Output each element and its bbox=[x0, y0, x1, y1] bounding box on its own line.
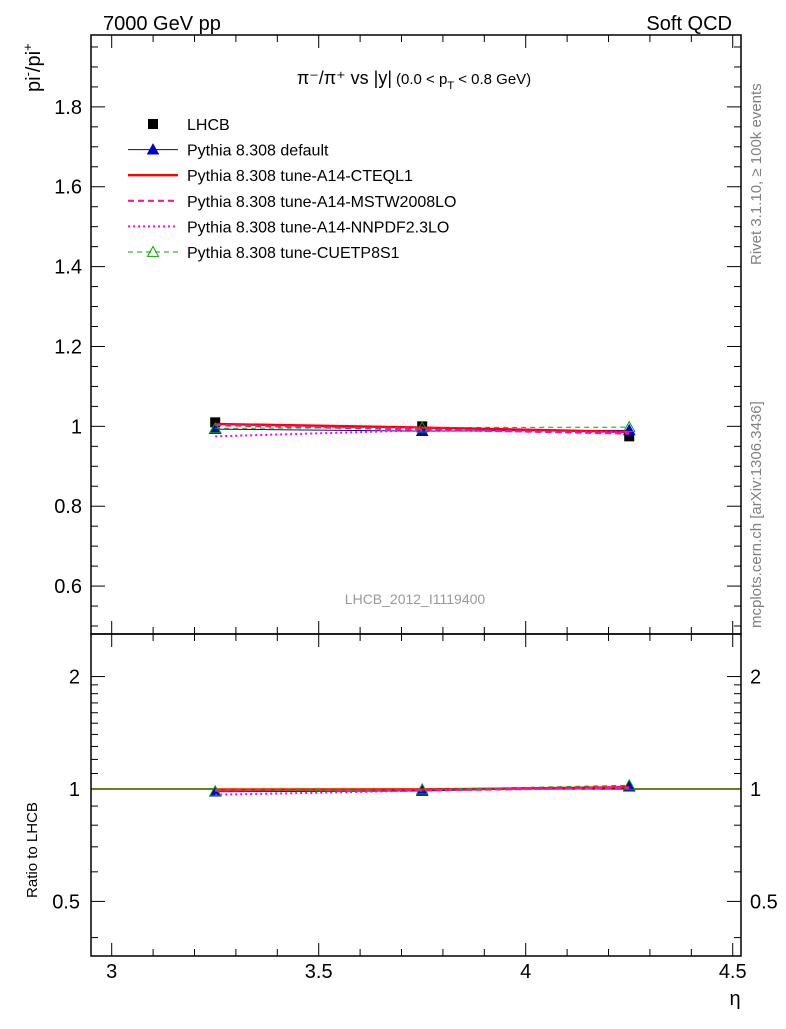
legend-entry: Pythia 8.308 default bbox=[128, 143, 329, 160]
analysis-label: LHCB_2012_I1119400 bbox=[345, 591, 486, 607]
legend-entry: LHCB bbox=[148, 117, 230, 134]
main-title-text: π⁻/π⁺ vs |y| bbox=[297, 68, 392, 88]
ratio-series-point bbox=[208, 784, 222, 797]
main-series-point bbox=[208, 421, 222, 434]
main-title: π⁻/π⁺ vs |y| (0.0 < pT < 0.8 GeV) bbox=[297, 68, 531, 92]
main-y-axis-label: pi-/pi+ bbox=[20, 43, 45, 92]
x-tick-label: 4.5 bbox=[719, 961, 747, 983]
legend-label: Pythia 8.308 tune-A14-MSTW2008LO bbox=[187, 194, 456, 211]
ratio-series-line bbox=[215, 786, 630, 796]
rivet-version-label: Rivet 3.1.10, ≥ 100k events bbox=[748, 83, 765, 265]
data-point bbox=[624, 431, 635, 442]
ratio-y-tick-label-left: 0.5 bbox=[52, 891, 80, 913]
legend-marker bbox=[148, 119, 158, 129]
main-series-line bbox=[215, 429, 630, 438]
legend-label: LHCB bbox=[187, 117, 230, 134]
legend-marker bbox=[146, 143, 160, 155]
ratio-series-point bbox=[415, 782, 429, 795]
main-series-line bbox=[215, 426, 630, 429]
header-category-label: Soft QCD bbox=[646, 13, 732, 35]
main-title-range-end: < 0.8 GeV) bbox=[454, 71, 531, 88]
legend-label: Pythia 8.308 tune-A14-CTEQL1 bbox=[187, 168, 413, 185]
x-tick-label: 3.5 bbox=[305, 961, 333, 983]
ratio-y-axis-label: Ratio to LHCB bbox=[24, 802, 41, 898]
ratio-y-tick-label-right: 1 bbox=[750, 779, 761, 801]
legend-entry: Pythia 8.308 tune-CUETP8S1 bbox=[128, 245, 400, 262]
main-series-point bbox=[622, 420, 636, 433]
main-y-tick-label: 1.4 bbox=[54, 257, 82, 279]
ratio-y-tick-label-right: 2 bbox=[750, 667, 761, 689]
ratio-y-tick-label-left: 1 bbox=[69, 779, 80, 801]
legend-entry: Pythia 8.308 tune-A14-CTEQL1 bbox=[128, 168, 413, 185]
ratio-y-tick-label-right: 0.5 bbox=[750, 891, 778, 913]
x-tick-label: 3 bbox=[106, 961, 117, 983]
main-y-tick-label: 0.6 bbox=[54, 576, 82, 598]
legend-entry: Pythia 8.308 tune-A14-MSTW2008LO bbox=[128, 194, 456, 211]
legend-label: Pythia 8.308 default bbox=[187, 143, 329, 160]
main-series-pythia-8-308-tune-a14-nnpdf2-3lo bbox=[215, 429, 630, 438]
x-tick-label: 4 bbox=[520, 961, 531, 983]
legend-label: Pythia 8.308 tune-CUETP8S1 bbox=[187, 245, 400, 262]
header-energy-label: 7000 GeV pp bbox=[103, 13, 221, 35]
legend: LHCB Pythia 8.308 default Pythia 8.308 tun… bbox=[128, 117, 456, 262]
mcplots-label: mcplots.cern.ch [arXiv:1306.3436] bbox=[748, 401, 765, 628]
main-series-pythia-8-308-tune-cuetp8s1 bbox=[208, 420, 636, 434]
ratio-series-pythia-8-308-tune-a14-nnpdf2-3lo bbox=[215, 786, 630, 796]
main-y-tick-label: 1 bbox=[71, 416, 82, 438]
ratio-series-point bbox=[622, 778, 636, 791]
ratio-series-line bbox=[215, 784, 630, 792]
main-title-range: (0.0 < p bbox=[396, 71, 447, 88]
main-y-tick-label: 1.6 bbox=[54, 177, 82, 199]
ratio-series-pythia-8-308-tune-cuetp8s1 bbox=[208, 778, 636, 797]
legend-entry: Pythia 8.308 tune-A14-NNPDF2.3LO bbox=[128, 219, 449, 236]
legend-label: Pythia 8.308 tune-A14-NNPDF2.3LO bbox=[187, 219, 449, 236]
main-y-tick-label: 1.2 bbox=[54, 336, 82, 358]
ratio-frame bbox=[90, 633, 742, 957]
main-series-point bbox=[415, 421, 429, 433]
main-series-point bbox=[415, 424, 429, 437]
main-title-sub: T bbox=[447, 80, 454, 92]
x-axis-label: η bbox=[729, 988, 740, 1010]
legend-marker bbox=[146, 245, 160, 257]
ratio-y-tick-label-left: 2 bbox=[69, 667, 80, 689]
main-y-tick-label: 1.8 bbox=[54, 97, 82, 119]
main-y-tick-label: 0.8 bbox=[54, 496, 82, 518]
